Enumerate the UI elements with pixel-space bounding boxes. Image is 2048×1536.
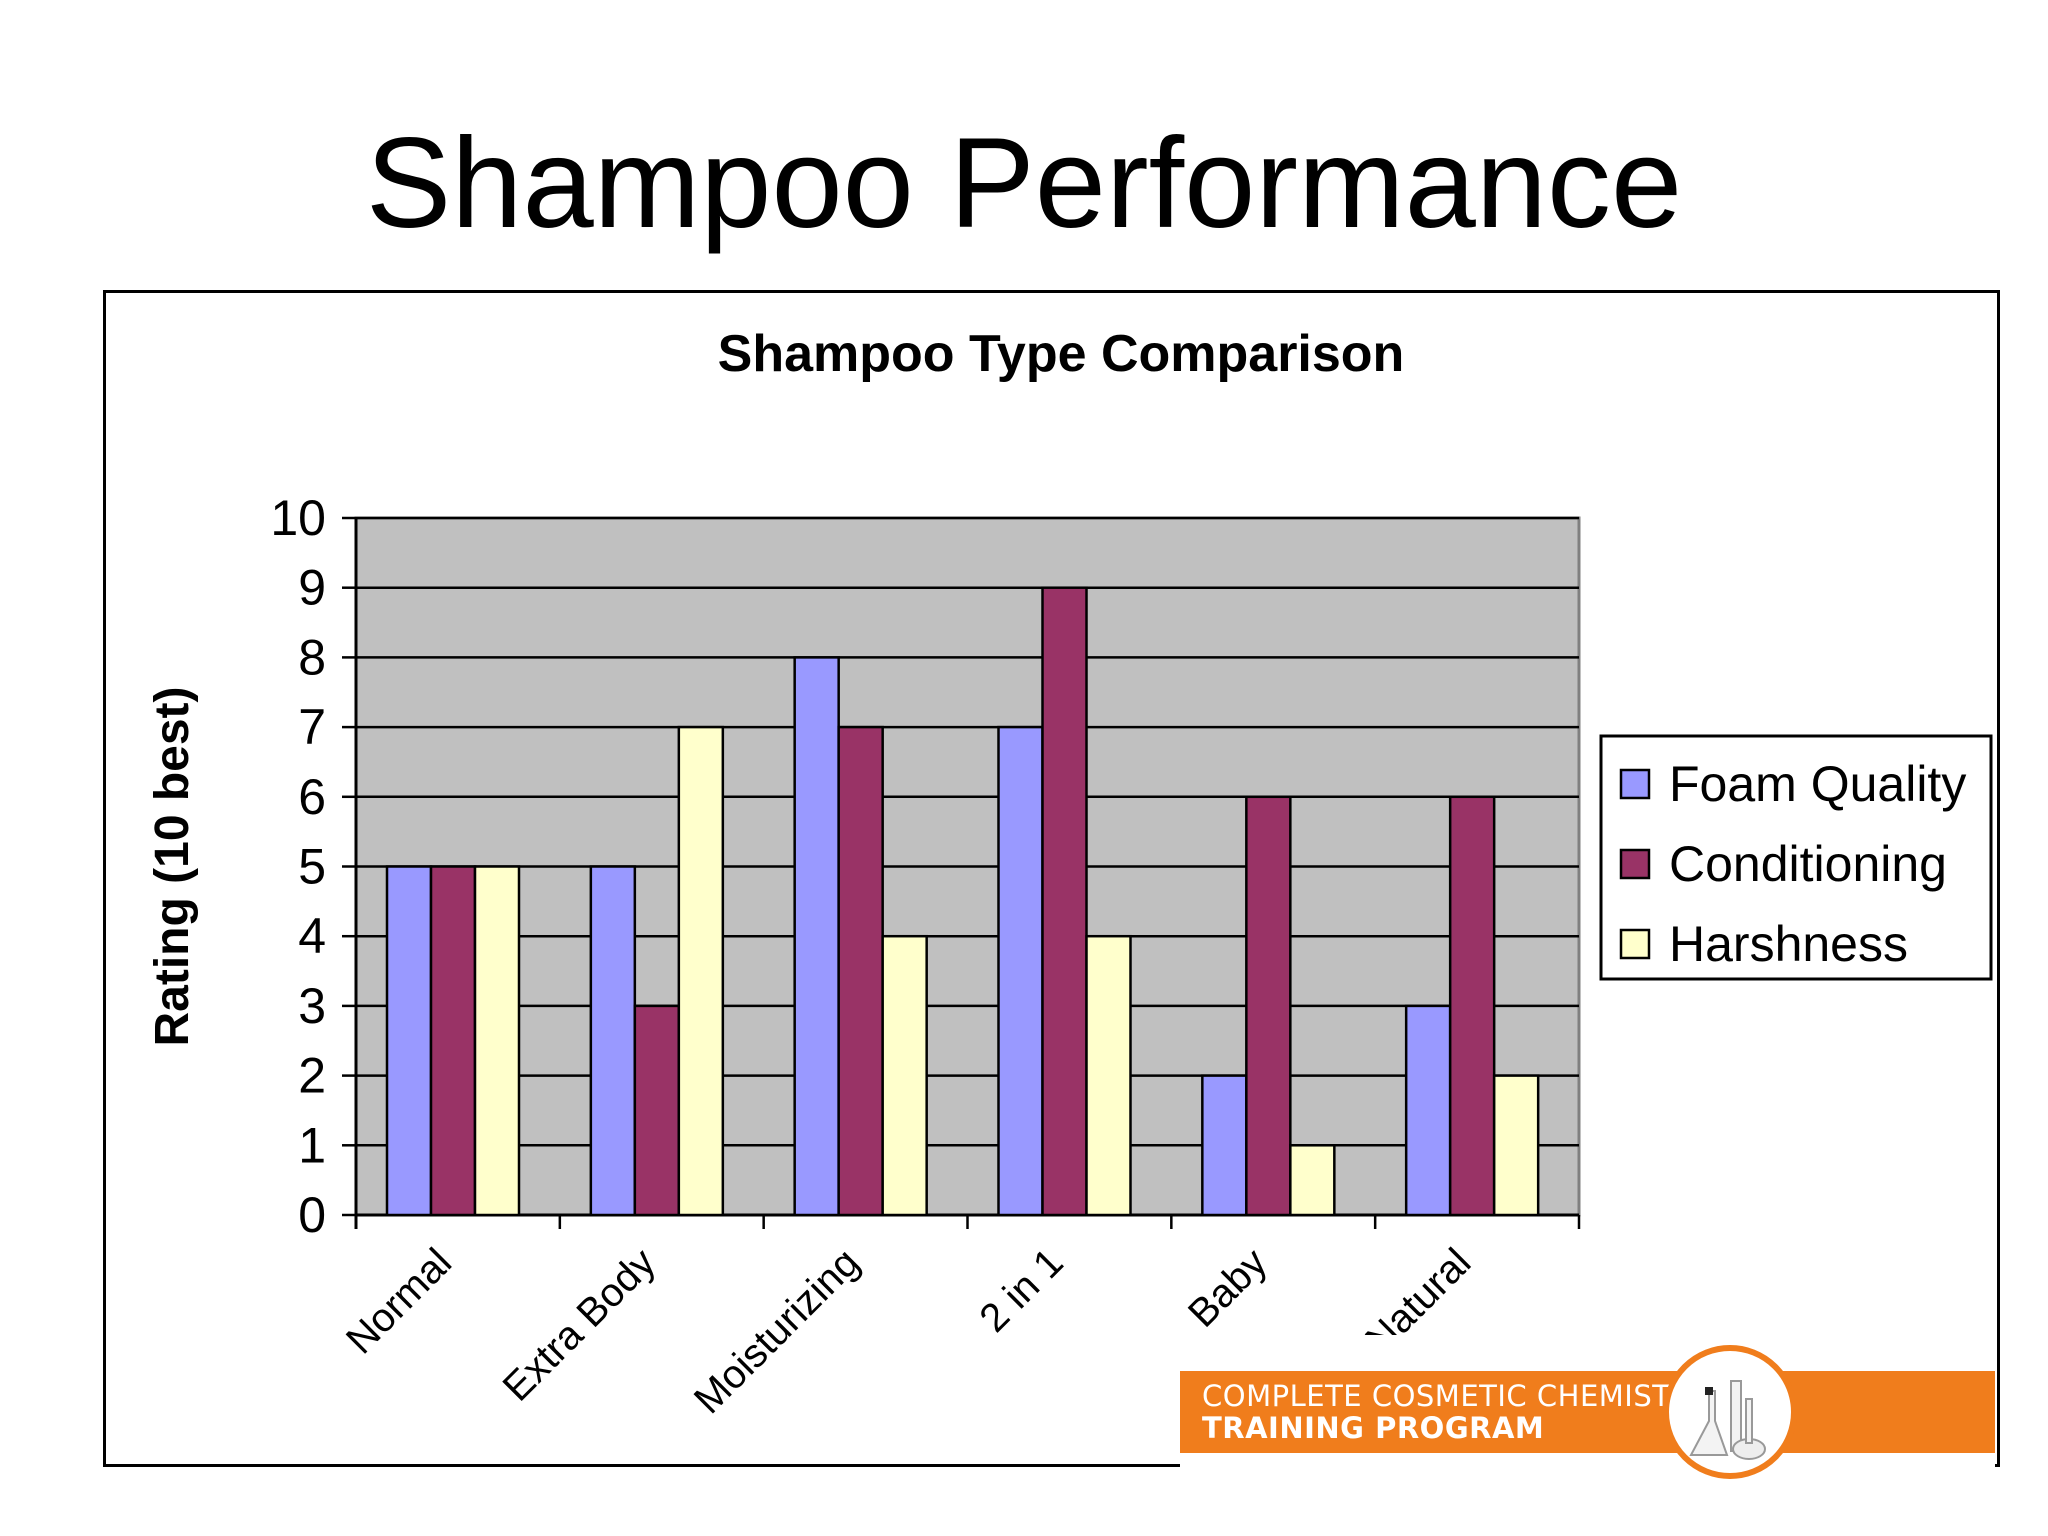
x-tick-label: Normal [338, 1240, 460, 1362]
x-tick-label: Baby [1180, 1240, 1276, 1336]
legend-label: Harshness [1669, 916, 1908, 972]
bar-harshness [473, 865, 521, 1217]
x-tick-label: Moisturizing [686, 1240, 868, 1422]
y-tick-label: 3 [298, 978, 326, 1034]
y-tick-label: 5 [298, 839, 326, 895]
chart-title: Shampoo Type Comparison [718, 325, 1405, 383]
legend-swatch [1619, 928, 1651, 960]
bar-conditioning [633, 1004, 681, 1217]
bar-conditioning [429, 865, 477, 1217]
bar-foam-quality [1201, 1074, 1248, 1217]
bar-foam-quality [997, 725, 1044, 1217]
x-tick-label: 2 in 1 [971, 1240, 1071, 1340]
lab-flask-logo-icon [1663, 1345, 1797, 1479]
logo-text-line1: COMPLETE COSMETIC CHEMIST [1202, 1379, 1671, 1413]
chart-frame: Shampoo Type Comparison 0 1 2 3 4 5 6 7 8 9 10 Ratin… [103, 290, 2000, 1467]
legend-swatch [1619, 768, 1651, 800]
y-tick-label: 9 [298, 560, 326, 616]
y-tick-label: 1 [298, 1117, 326, 1173]
y-tick-label: 2 [298, 1048, 326, 1104]
bar-harshness [1085, 934, 1132, 1217]
legend-swatch [1619, 848, 1651, 880]
bar-harshness [1289, 1144, 1336, 1217]
program-logo-banner: COMPLETE COSMETIC CHEMIST TRAINING PROGR… [1180, 1335, 1995, 1535]
y-tick-label: 7 [298, 699, 326, 755]
bar-foam-quality [793, 656, 840, 1217]
y-tick-label: 4 [298, 908, 326, 964]
bar-conditioning [1245, 795, 1292, 1217]
bar-foam-quality [385, 865, 433, 1217]
bar-conditioning [837, 725, 884, 1217]
legend-label: Conditioning [1669, 836, 1947, 892]
y-tick-label: 6 [298, 769, 326, 825]
bar-foam-quality [589, 865, 637, 1217]
logo-text-line2: TRAINING PROGRAM [1202, 1411, 1545, 1445]
legend-box [1599, 734, 1993, 981]
bar-conditioning [1041, 586, 1088, 1217]
bar-harshness [1492, 1074, 1540, 1217]
y-tick-label: 8 [298, 629, 326, 685]
legend-label: Foam Quality [1669, 756, 1966, 812]
bar-conditioning [1448, 795, 1496, 1217]
slide-title: Shampoo Performance [365, 112, 1683, 255]
bar-harshness [881, 934, 928, 1217]
bar-chart: Shampoo Type Comparison 0 1 2 3 4 5 6 7 8 9 10 Ratin… [146, 325, 1993, 1422]
y-tick-label: 0 [298, 1187, 326, 1243]
x-tick-label: Extra Body [495, 1240, 664, 1409]
flask-icon [1689, 1380, 1766, 1460]
y-tick-label: 10 [270, 490, 326, 546]
bar-foam-quality [1404, 1004, 1452, 1217]
y-axis-label: Rating (10 best) [146, 686, 199, 1046]
bar-harshness [677, 725, 725, 1217]
logo-orange-bar [1180, 1371, 1995, 1453]
